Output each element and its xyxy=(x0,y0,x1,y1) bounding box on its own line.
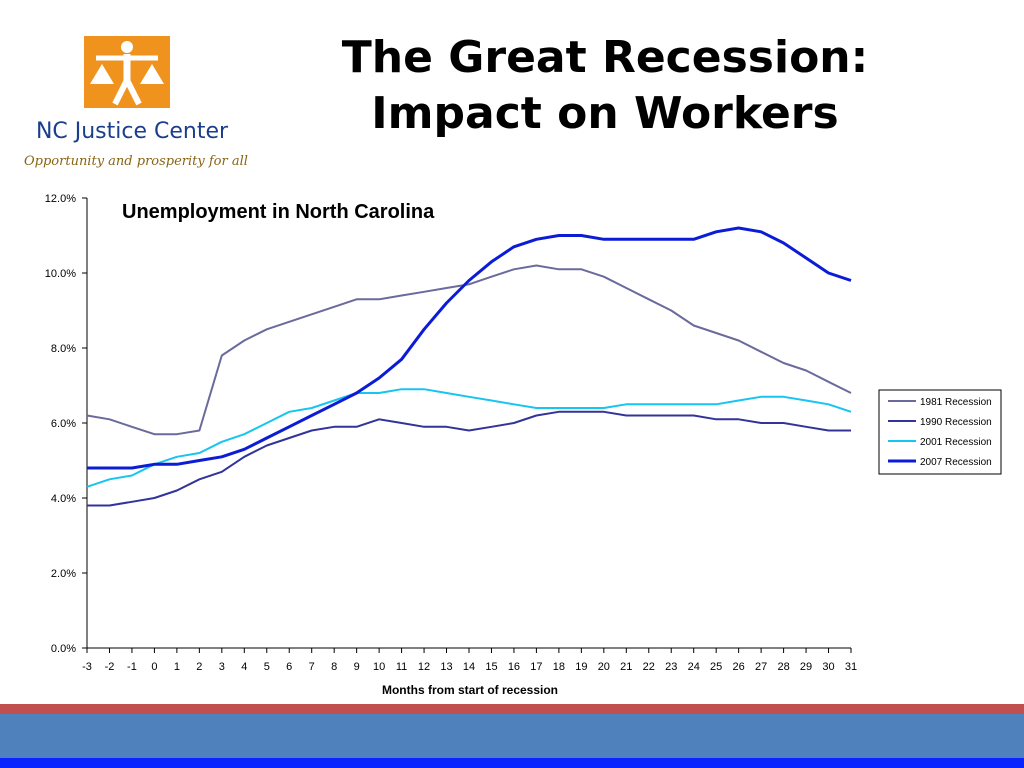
logo-name: NC Justice Center xyxy=(35,119,229,144)
x-tick-label: 23 xyxy=(665,661,677,673)
x-tick-label: 25 xyxy=(710,661,722,673)
footer-red-stripe xyxy=(0,704,1024,714)
y-tick-label: 0.0% xyxy=(51,643,76,655)
x-tick-label: -1 xyxy=(127,661,137,673)
logo-tagline: Opportunity and prosperity for all xyxy=(24,154,248,169)
scales-of-justice-icon xyxy=(84,36,170,108)
y-tick-label: 4.0% xyxy=(51,493,76,505)
x-axis-label: Months from start of recession xyxy=(382,683,558,697)
x-tick-label: 13 xyxy=(440,661,452,673)
x-tick-label: 30 xyxy=(822,661,834,673)
x-tick-label: 10 xyxy=(373,661,385,673)
legend-label: 1981 Recession xyxy=(920,397,992,408)
unemployment-chart: 0.0%2.0%4.0%6.0%8.0%10.0%12.0%-3 -2 -1 0 1 2 3… xyxy=(45,193,1002,697)
x-tick-label: 18 xyxy=(553,661,565,673)
x-tick-label: 17 xyxy=(530,661,542,673)
x-tick-label: 7 xyxy=(309,661,315,673)
x-tick-label: 8 xyxy=(331,661,337,673)
x-tick-label: 31 xyxy=(845,661,857,673)
title-line-2: Impact on Workers xyxy=(371,88,839,139)
title-line-1: The Great Recession: xyxy=(341,32,869,83)
x-tick-label: 16 xyxy=(508,661,520,673)
legend-label: 2001 Recession xyxy=(920,437,992,448)
x-tick-label: 21 xyxy=(620,661,632,673)
x-tick-label: 4 xyxy=(241,661,247,673)
footer-bright-blue-stripe xyxy=(0,758,1024,768)
x-tick-label: 28 xyxy=(777,661,789,673)
page-title: The Great Recession: Impact on Workers xyxy=(260,30,950,142)
x-tick-label: 22 xyxy=(643,661,655,673)
x-tick-label: 15 xyxy=(485,661,497,673)
x-tick-label: -2 xyxy=(105,661,115,673)
x-tick-label: 19 xyxy=(575,661,587,673)
series-line-2007-recession xyxy=(87,226,852,470)
x-tick-label: 12 xyxy=(418,661,430,673)
series-line-2001-recession xyxy=(86,388,852,488)
x-tick-label: 11 xyxy=(396,661,407,673)
x-tick-label: -3 xyxy=(82,661,92,673)
y-tick-label: 2.0% xyxy=(51,568,76,580)
x-tick-label: 0 xyxy=(151,661,157,673)
y-tick-label: 12.0% xyxy=(45,193,76,205)
chart-title: Unemployment in North Carolina xyxy=(122,201,435,223)
x-tick-label: 3 xyxy=(219,661,225,673)
x-tick-label: 27 xyxy=(755,661,767,673)
x-tick-label: 24 xyxy=(688,661,700,673)
legend-label: 2007 Recession xyxy=(920,457,992,468)
x-tick-label: 14 xyxy=(463,661,475,673)
x-tick-label: 20 xyxy=(598,661,610,673)
series-line-1981-recession xyxy=(86,264,852,436)
y-tick-label: 8.0% xyxy=(51,343,76,355)
x-tick-label: 6 xyxy=(286,661,292,673)
y-tick-label: 10.0% xyxy=(45,268,76,280)
x-tick-label: 5 xyxy=(264,661,270,673)
x-tick-label: 1 xyxy=(174,661,180,673)
legend-label: 1990 Recession xyxy=(920,417,992,428)
x-tick-label: 2 xyxy=(196,661,202,673)
x-tick-label: 9 xyxy=(354,661,360,673)
series-line-1990-recession xyxy=(87,410,851,507)
y-tick-label: 6.0% xyxy=(51,418,76,430)
x-tick-label: 29 xyxy=(800,661,812,673)
nc-justice-center-logo: NC Justice Center Opportunity and prospe… xyxy=(14,24,248,180)
x-tick-label: 26 xyxy=(733,661,745,673)
